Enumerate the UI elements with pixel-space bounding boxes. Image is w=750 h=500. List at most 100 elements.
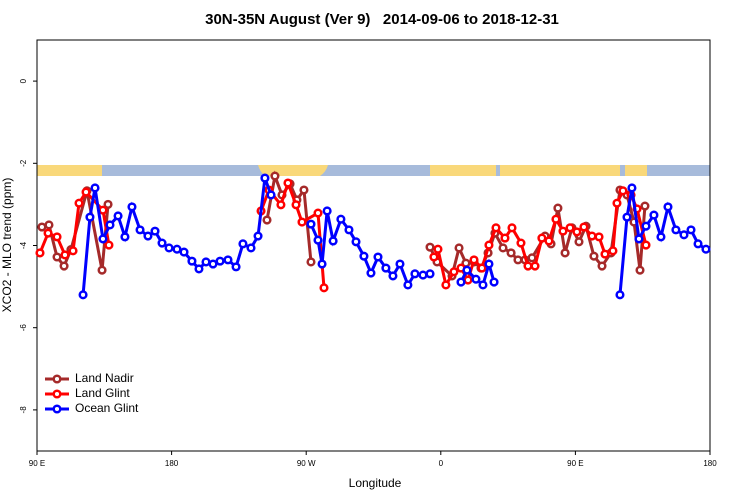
- land-strip: [37, 165, 102, 176]
- plot-frame: [36, 39, 711, 452]
- data-point: [600, 249, 610, 259]
- data-point: [649, 210, 659, 220]
- series-line: [618, 187, 707, 295]
- legend-label: Land Glint: [75, 386, 130, 400]
- data-point: [656, 232, 666, 242]
- data-point: [622, 212, 632, 222]
- data-point: [478, 280, 488, 290]
- data-point: [238, 239, 248, 249]
- data-point: [260, 173, 270, 183]
- data-point: [179, 247, 189, 257]
- data-point: [59, 261, 69, 271]
- data-point: [120, 232, 130, 242]
- data-point: [587, 231, 597, 241]
- data-point: [351, 237, 361, 247]
- data-point: [270, 171, 280, 181]
- data-point: [516, 238, 526, 248]
- data-point: [484, 240, 494, 250]
- data-point: [322, 206, 332, 216]
- data-point: [105, 220, 115, 230]
- data-point: [291, 200, 301, 210]
- data-point: [454, 243, 464, 253]
- data-point: [297, 217, 307, 227]
- ocean-strip: [37, 165, 710, 176]
- data-point: [693, 239, 703, 249]
- data-point: [594, 232, 604, 242]
- data-point: [462, 265, 472, 275]
- data-point: [98, 234, 108, 244]
- data-point: [366, 268, 376, 278]
- data-point: [608, 246, 618, 256]
- data-point: [553, 203, 563, 213]
- data-point: [344, 225, 354, 235]
- land-strip: [500, 165, 620, 176]
- data-point: [283, 178, 293, 188]
- data-point: [60, 250, 70, 260]
- y-axis-label: XCO2 - MLO trend (ppm): [0, 178, 14, 313]
- data-point: [500, 233, 510, 243]
- data-point: [306, 257, 316, 267]
- data-point: [328, 236, 338, 246]
- data-point: [246, 243, 256, 253]
- data-point: [433, 244, 443, 254]
- data-point: [215, 256, 225, 266]
- data-point: [589, 251, 599, 261]
- land-ocean-strip: [37, 165, 710, 177]
- data-point: [52, 232, 62, 242]
- land-strip: [625, 165, 647, 176]
- data-point: [78, 290, 88, 300]
- data-point: [223, 255, 233, 265]
- data-point: [37, 222, 47, 232]
- data-point: [231, 262, 241, 272]
- data-point: [663, 202, 673, 212]
- data-point: [127, 202, 137, 212]
- data-point: [103, 199, 113, 209]
- data-point: [135, 225, 145, 235]
- data-point: [150, 226, 160, 236]
- data-point: [686, 225, 696, 235]
- data-point: [523, 261, 533, 271]
- data-point: [164, 243, 174, 253]
- x-tick-label: 0: [439, 459, 444, 468]
- data-point: [527, 253, 537, 263]
- data-point: [373, 252, 383, 262]
- data-point: [463, 275, 473, 285]
- data-point: [641, 240, 651, 250]
- land-strip: [430, 165, 496, 176]
- data-point: [701, 244, 711, 254]
- data-point: [97, 265, 107, 275]
- y-tick-label: -6: [19, 324, 28, 332]
- data-point: [489, 277, 499, 287]
- y-tick-label: -4: [19, 241, 28, 249]
- data-point: [313, 208, 323, 218]
- data-point: [498, 243, 508, 253]
- data-point: [52, 252, 62, 262]
- data-point: [317, 259, 327, 269]
- data-point: [410, 269, 420, 279]
- data-point: [627, 183, 637, 193]
- data-point: [572, 227, 582, 237]
- data-point: [560, 248, 570, 258]
- data-point: [425, 242, 435, 252]
- data-point: [381, 263, 391, 273]
- data-point: [276, 200, 286, 210]
- data-point: [201, 257, 211, 267]
- data-point: [74, 198, 84, 208]
- data-point: [187, 256, 197, 266]
- data-point: [679, 230, 689, 240]
- data-point: [359, 251, 369, 261]
- data-point: [81, 187, 91, 197]
- series: [78, 173, 711, 300]
- data-point: [484, 259, 494, 269]
- data-point: [507, 223, 517, 233]
- data-point: [418, 270, 428, 280]
- data-point: [98, 205, 108, 215]
- x-axis-label: Longitude: [349, 476, 402, 490]
- data-point: [44, 220, 54, 230]
- x-tick-label: 90 E: [29, 459, 45, 468]
- x-tick-label: 90 W: [297, 459, 316, 468]
- data-point: [640, 201, 650, 211]
- legend-label: Land Nadir: [75, 371, 134, 385]
